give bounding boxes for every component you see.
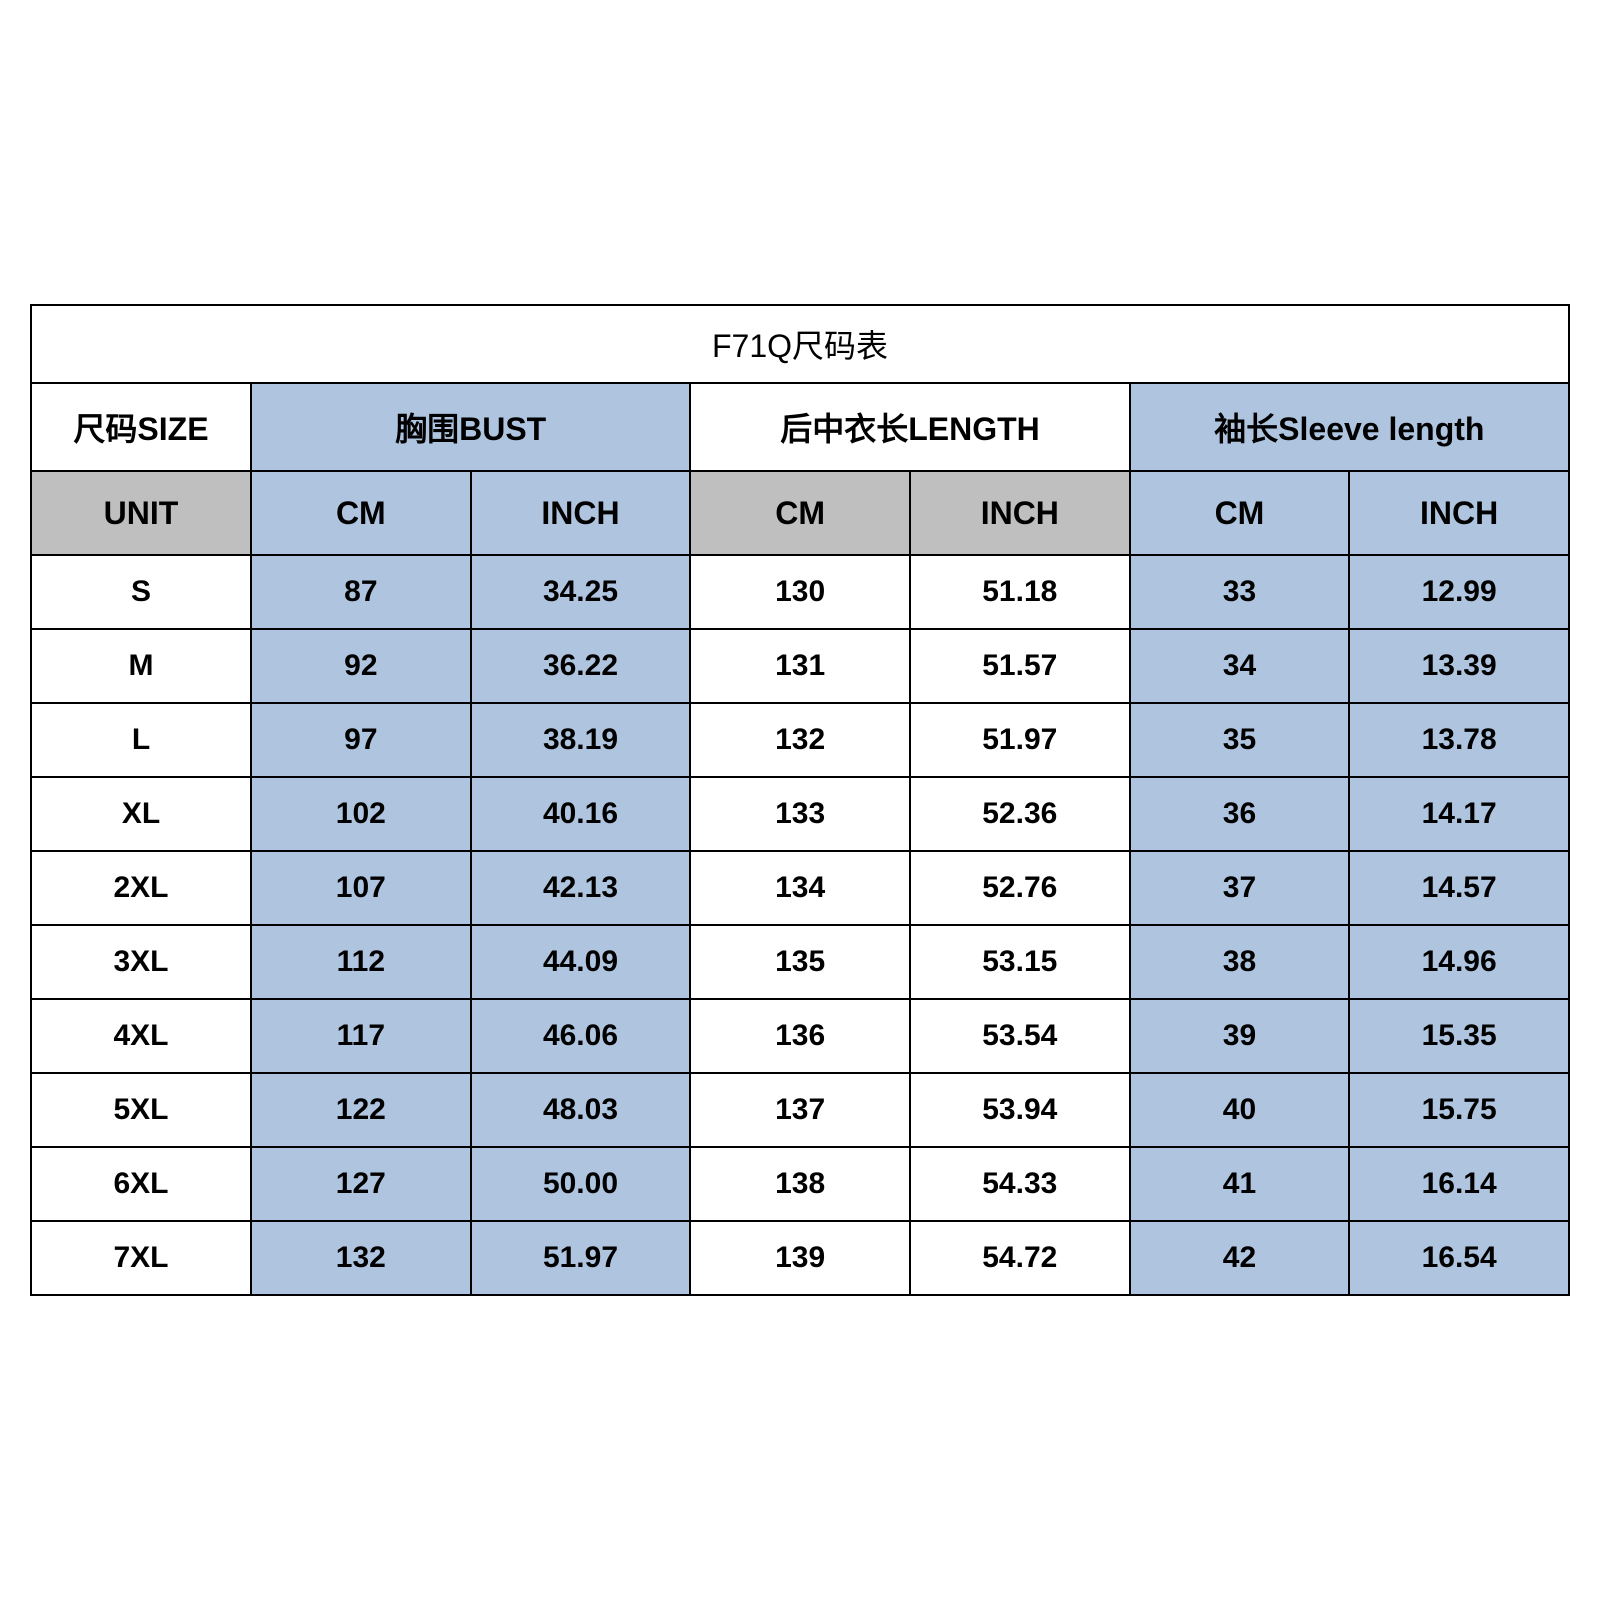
- cell-size: 7XL: [31, 1221, 251, 1295]
- cell-length-inch: 53.94: [910, 1073, 1130, 1147]
- cell-bust-inch: 48.03: [471, 1073, 691, 1147]
- cell-size: M: [31, 629, 251, 703]
- cell-bust-cm: 117: [251, 999, 471, 1073]
- cell-sleeve-cm: 35: [1130, 703, 1350, 777]
- cell-length-cm: 137: [690, 1073, 910, 1147]
- cell-sleeve-inch: 16.54: [1349, 1221, 1569, 1295]
- table-title: F71Q尺码表: [31, 305, 1569, 383]
- cell-sleeve-inch: 14.17: [1349, 777, 1569, 851]
- header-bust-inch: INCH: [471, 471, 691, 555]
- cell-bust-cm: 107: [251, 851, 471, 925]
- cell-length-inch: 51.97: [910, 703, 1130, 777]
- cell-bust-inch: 46.06: [471, 999, 691, 1073]
- cell-bust-cm: 122: [251, 1073, 471, 1147]
- table-row: 2XL10742.1313452.763714.57: [31, 851, 1569, 925]
- cell-sleeve-cm: 39: [1130, 999, 1350, 1073]
- table-row: L9738.1913251.973513.78: [31, 703, 1569, 777]
- cell-bust-inch: 51.97: [471, 1221, 691, 1295]
- cell-bust-cm: 132: [251, 1221, 471, 1295]
- cell-sleeve-inch: 15.75: [1349, 1073, 1569, 1147]
- cell-sleeve-inch: 14.57: [1349, 851, 1569, 925]
- cell-bust-inch: 40.16: [471, 777, 691, 851]
- cell-bust-inch: 44.09: [471, 925, 691, 999]
- cell-sleeve-inch: 15.35: [1349, 999, 1569, 1073]
- cell-length-inch: 51.57: [910, 629, 1130, 703]
- cell-sleeve-cm: 36: [1130, 777, 1350, 851]
- cell-sleeve-cm: 33: [1130, 555, 1350, 629]
- cell-size: 2XL: [31, 851, 251, 925]
- cell-length-inch: 54.33: [910, 1147, 1130, 1221]
- cell-length-inch: 53.54: [910, 999, 1130, 1073]
- cell-sleeve-cm: 41: [1130, 1147, 1350, 1221]
- cell-bust-cm: 97: [251, 703, 471, 777]
- cell-sleeve-inch: 14.96: [1349, 925, 1569, 999]
- cell-length-cm: 133: [690, 777, 910, 851]
- table-row: 5XL12248.0313753.944015.75: [31, 1073, 1569, 1147]
- cell-length-cm: 138: [690, 1147, 910, 1221]
- cell-length-inch: 51.18: [910, 555, 1130, 629]
- header-unit: UNIT: [31, 471, 251, 555]
- table-row: S8734.2513051.183312.99: [31, 555, 1569, 629]
- cell-sleeve-cm: 38: [1130, 925, 1350, 999]
- cell-size: 5XL: [31, 1073, 251, 1147]
- cell-bust-cm: 92: [251, 629, 471, 703]
- cell-sleeve-cm: 42: [1130, 1221, 1350, 1295]
- cell-bust-cm: 102: [251, 777, 471, 851]
- cell-bust-cm: 127: [251, 1147, 471, 1221]
- cell-bust-inch: 42.13: [471, 851, 691, 925]
- cell-sleeve-inch: 16.14: [1349, 1147, 1569, 1221]
- cell-length-inch: 52.36: [910, 777, 1130, 851]
- cell-bust-inch: 38.19: [471, 703, 691, 777]
- header-bust-cm: CM: [251, 471, 471, 555]
- cell-sleeve-inch: 13.78: [1349, 703, 1569, 777]
- cell-sleeve-inch: 12.99: [1349, 555, 1569, 629]
- table-row: 4XL11746.0613653.543915.35: [31, 999, 1569, 1073]
- cell-bust-inch: 34.25: [471, 555, 691, 629]
- table-row: M9236.2213151.573413.39: [31, 629, 1569, 703]
- cell-size: XL: [31, 777, 251, 851]
- size-chart-body: S8734.2513051.183312.99M9236.2213151.573…: [31, 555, 1569, 1295]
- header-length-inch: INCH: [910, 471, 1130, 555]
- cell-length-cm: 139: [690, 1221, 910, 1295]
- cell-length-cm: 136: [690, 999, 910, 1073]
- header-size: 尺码SIZE: [31, 383, 251, 471]
- table-row: 7XL13251.9713954.724216.54: [31, 1221, 1569, 1295]
- cell-sleeve-cm: 34: [1130, 629, 1350, 703]
- cell-bust-inch: 36.22: [471, 629, 691, 703]
- size-chart-table: F71Q尺码表 尺码SIZE 胸围BUST 后中衣长LENGTH 袖长Sleev…: [30, 304, 1570, 1296]
- header-bust: 胸围BUST: [251, 383, 690, 471]
- cell-length-cm: 132: [690, 703, 910, 777]
- cell-size: 6XL: [31, 1147, 251, 1221]
- cell-sleeve-inch: 13.39: [1349, 629, 1569, 703]
- cell-length-inch: 54.72: [910, 1221, 1130, 1295]
- cell-bust-cm: 87: [251, 555, 471, 629]
- header-length-cm: CM: [690, 471, 910, 555]
- cell-sleeve-cm: 37: [1130, 851, 1350, 925]
- cell-size: L: [31, 703, 251, 777]
- cell-size: 4XL: [31, 999, 251, 1073]
- table-row: XL10240.1613352.363614.17: [31, 777, 1569, 851]
- header-sleeve-cm: CM: [1130, 471, 1350, 555]
- cell-size: S: [31, 555, 251, 629]
- cell-bust-cm: 112: [251, 925, 471, 999]
- cell-length-inch: 53.15: [910, 925, 1130, 999]
- cell-sleeve-cm: 40: [1130, 1073, 1350, 1147]
- cell-length-inch: 52.76: [910, 851, 1130, 925]
- cell-size: 3XL: [31, 925, 251, 999]
- cell-length-cm: 130: [690, 555, 910, 629]
- header-sleeve: 袖长Sleeve length: [1130, 383, 1569, 471]
- header-sleeve-inch: INCH: [1349, 471, 1569, 555]
- cell-length-cm: 135: [690, 925, 910, 999]
- header-length: 后中衣长LENGTH: [690, 383, 1129, 471]
- cell-bust-inch: 50.00: [471, 1147, 691, 1221]
- table-row: 3XL11244.0913553.153814.96: [31, 925, 1569, 999]
- table-row: 6XL12750.0013854.334116.14: [31, 1147, 1569, 1221]
- cell-length-cm: 131: [690, 629, 910, 703]
- cell-length-cm: 134: [690, 851, 910, 925]
